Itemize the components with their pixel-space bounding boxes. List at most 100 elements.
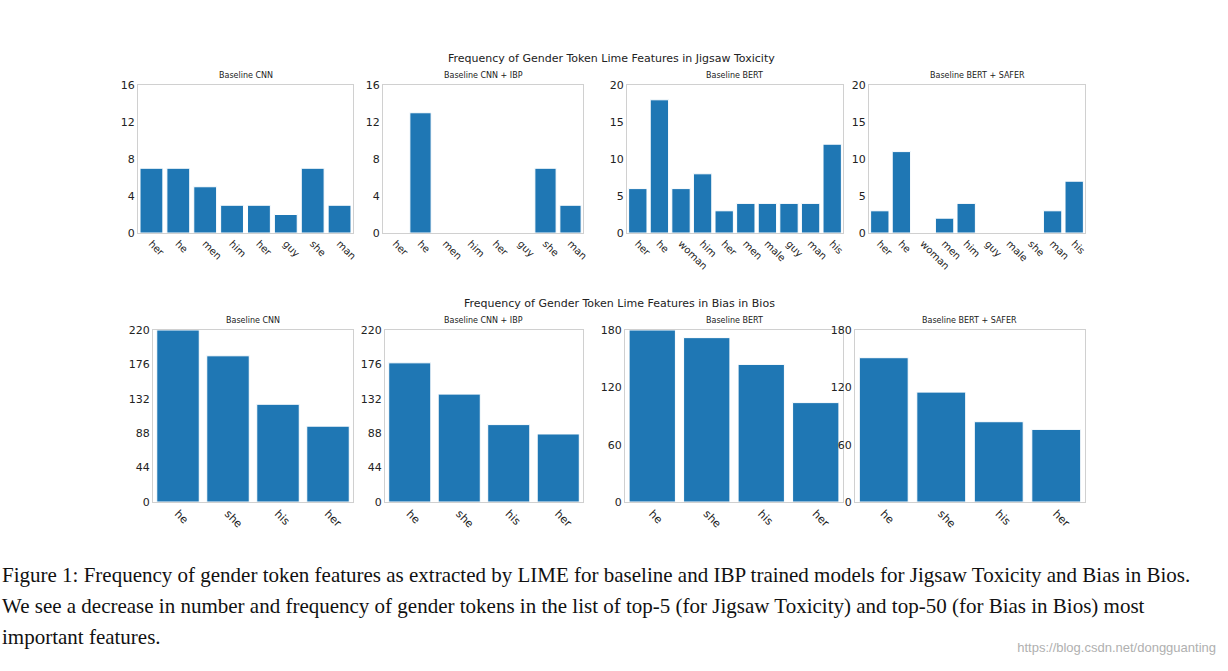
svg-text:him: him: [698, 238, 719, 259]
svg-text:Baseline CNN: Baseline CNN: [226, 316, 280, 325]
svg-text:132: 132: [361, 393, 382, 406]
svg-text:her: her: [633, 238, 653, 258]
svg-text:he: he: [404, 508, 423, 527]
svg-text:15: 15: [610, 116, 624, 129]
svg-text:men: men: [741, 238, 765, 262]
svg-text:0: 0: [845, 496, 852, 509]
svg-text:4: 4: [128, 190, 135, 203]
svg-text:0: 0: [143, 496, 150, 509]
svg-text:he: he: [172, 508, 191, 527]
svg-text:20: 20: [610, 79, 624, 92]
svg-text:88: 88: [136, 427, 150, 440]
svg-text:she: she: [701, 508, 724, 531]
svg-text:his: his: [272, 508, 293, 529]
svg-text:his: his: [503, 508, 524, 529]
svg-text:she: she: [222, 508, 245, 531]
svg-text:man: man: [566, 238, 589, 261]
svg-text:man: man: [335, 238, 358, 261]
svg-text:men: men: [441, 238, 465, 262]
svg-text:he: he: [646, 508, 665, 527]
svg-text:he: he: [416, 238, 433, 255]
svg-text:men: men: [200, 238, 224, 262]
svg-text:Frequency of Gender Token Lime: Frequency of Gender Token Lime Features …: [464, 297, 775, 310]
svg-text:guy: guy: [516, 238, 537, 259]
svg-text:0: 0: [373, 227, 380, 240]
svg-text:60: 60: [838, 439, 852, 452]
svg-text:5: 5: [859, 190, 866, 203]
svg-text:0: 0: [128, 227, 135, 240]
svg-text:120: 120: [831, 381, 852, 394]
svg-text:she: she: [541, 238, 561, 258]
svg-text:her: her: [719, 238, 739, 258]
svg-text:her: her: [810, 508, 832, 530]
svg-text:44: 44: [368, 461, 382, 474]
svg-text:his: his: [1069, 238, 1087, 256]
svg-text:guy: guy: [983, 238, 1004, 259]
svg-text:his: his: [755, 508, 776, 529]
svg-text:her: her: [875, 238, 895, 258]
svg-text:her: her: [1050, 508, 1072, 530]
svg-text:8: 8: [373, 153, 380, 166]
svg-text:4: 4: [373, 190, 380, 203]
svg-text:him: him: [227, 238, 248, 259]
svg-text:she: she: [935, 508, 958, 531]
svg-text:8: 8: [128, 153, 135, 166]
svg-text:0: 0: [617, 227, 624, 240]
svg-text:10: 10: [610, 153, 624, 166]
svg-text:176: 176: [129, 358, 150, 371]
svg-text:12: 12: [121, 116, 135, 129]
svg-text:Baseline CNN: Baseline CNN: [219, 71, 273, 80]
svg-text:men: men: [940, 238, 964, 262]
svg-text:180: 180: [601, 324, 622, 337]
svg-text:male: male: [1004, 238, 1029, 263]
svg-text:5: 5: [617, 190, 624, 203]
svg-text:12: 12: [366, 116, 380, 129]
svg-text:male: male: [762, 238, 787, 263]
svg-text:his: his: [827, 238, 845, 256]
svg-text:woman: woman: [918, 238, 952, 272]
svg-text:she: she: [308, 238, 328, 258]
svg-text:him: him: [961, 238, 982, 259]
svg-text:60: 60: [608, 439, 622, 452]
svg-text:0: 0: [859, 227, 866, 240]
svg-text:Baseline BERT: Baseline BERT: [706, 316, 763, 325]
svg-text:Frequency of Gender Token Lime: Frequency of Gender Token Lime Features …: [448, 52, 775, 65]
svg-text:Baseline CNN + IBP: Baseline CNN + IBP: [444, 71, 523, 80]
svg-text:her: her: [491, 238, 511, 258]
svg-text:180: 180: [831, 324, 852, 337]
svg-text:Baseline BERT + SAFER: Baseline BERT + SAFER: [922, 316, 1017, 325]
svg-text:him: him: [466, 238, 487, 259]
svg-text:15: 15: [852, 116, 866, 129]
svg-text:Baseline CNN + IBP: Baseline CNN + IBP: [444, 316, 523, 325]
svg-text:his: his: [993, 508, 1014, 529]
svg-text:Baseline BERT: Baseline BERT: [706, 71, 763, 80]
svg-text:Baseline BERT + SAFER: Baseline BERT + SAFER: [930, 71, 1025, 80]
svg-text:176: 176: [361, 358, 382, 371]
svg-text:44: 44: [136, 461, 150, 474]
svg-text:woman: woman: [676, 238, 710, 272]
svg-text:0: 0: [375, 496, 382, 509]
svg-text:220: 220: [129, 324, 150, 337]
svg-text:her: her: [391, 238, 411, 258]
svg-text:her: her: [146, 238, 166, 258]
svg-text:he: he: [878, 508, 897, 527]
svg-text:her: her: [254, 238, 274, 258]
svg-text:man: man: [1048, 238, 1071, 261]
svg-text:he: he: [173, 238, 190, 255]
svg-text:she: she: [1026, 238, 1046, 258]
svg-text:220: 220: [361, 324, 382, 337]
svg-text:her: her: [552, 508, 574, 530]
svg-text:132: 132: [129, 393, 150, 406]
svg-text:120: 120: [601, 381, 622, 394]
svg-text:he: he: [896, 238, 913, 255]
svg-text:16: 16: [121, 79, 135, 92]
svg-text:her: her: [322, 508, 344, 530]
svg-text:she: she: [453, 508, 476, 531]
svg-text:10: 10: [852, 153, 866, 166]
svg-text:guy: guy: [784, 238, 805, 259]
svg-text:guy: guy: [281, 238, 302, 259]
svg-text:16: 16: [366, 79, 380, 92]
svg-text:he: he: [654, 238, 671, 255]
svg-text:20: 20: [852, 79, 866, 92]
svg-text:0: 0: [615, 496, 622, 509]
